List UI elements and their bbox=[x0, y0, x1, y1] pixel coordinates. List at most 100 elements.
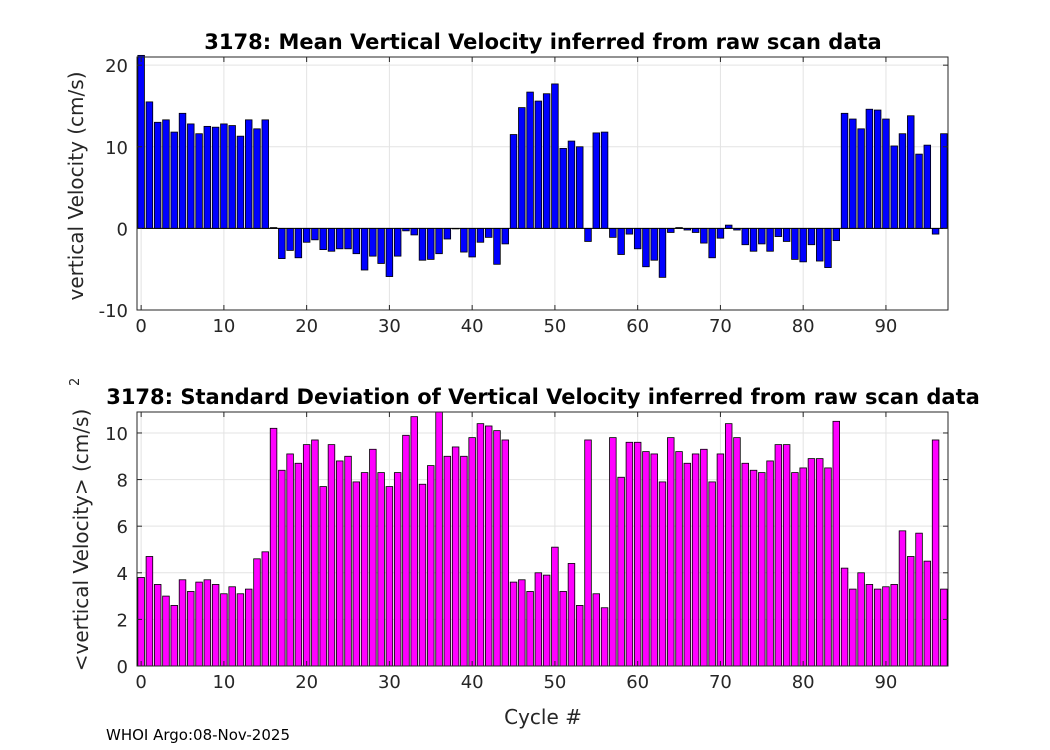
mean-bar bbox=[650, 227, 658, 261]
std-bar bbox=[203, 579, 212, 667]
std-bar bbox=[410, 416, 418, 667]
std-bar bbox=[882, 586, 890, 667]
mean-bar bbox=[377, 227, 385, 264]
mean-bar bbox=[501, 227, 509, 245]
std-bar bbox=[360, 472, 369, 667]
mean-bar bbox=[319, 227, 327, 251]
mean-bar bbox=[145, 101, 154, 229]
mean-bar bbox=[633, 227, 642, 250]
mean-x-tick-label: 90 bbox=[874, 316, 897, 337]
std-bar bbox=[278, 469, 286, 667]
mean-bar bbox=[873, 109, 882, 229]
std-bar bbox=[393, 472, 402, 667]
mean-x-tick-label: 40 bbox=[461, 316, 484, 337]
std-x-tick-label: 20 bbox=[295, 672, 318, 693]
std-bar bbox=[385, 486, 394, 667]
mean-bar bbox=[418, 227, 427, 261]
std-y-axis-label-group: <vertical Velocity> (cm/s) 2 bbox=[68, 378, 93, 672]
std-bar bbox=[898, 530, 907, 667]
mean-bar bbox=[551, 83, 559, 229]
std-bar bbox=[153, 584, 162, 667]
mean-bar bbox=[302, 227, 311, 243]
mean-bar bbox=[741, 227, 749, 246]
mean-bar bbox=[518, 107, 526, 229]
std-bar bbox=[716, 453, 725, 667]
std-y-axis-label: <vertical Velocity> (cm/s) bbox=[69, 409, 93, 672]
std-bar bbox=[302, 444, 311, 667]
mean-bar bbox=[840, 112, 849, 229]
mean-bars bbox=[137, 54, 948, 278]
mean-bar bbox=[923, 144, 932, 229]
std-bar bbox=[567, 563, 576, 667]
std-bar bbox=[493, 430, 501, 667]
mean-bar bbox=[700, 227, 708, 244]
mean-x-tick-label: 20 bbox=[295, 316, 318, 337]
std-bar bbox=[766, 460, 774, 667]
mean-bar bbox=[824, 227, 832, 268]
mean-bar bbox=[327, 227, 336, 252]
std-bar bbox=[286, 453, 294, 667]
mean-velocity-panel: 0 10 20 30 40 50 60 70 80 90 -10 0 10 20 3178: Mean V… bbox=[64, 30, 949, 337]
std-bar bbox=[650, 453, 658, 667]
mean-bar bbox=[245, 119, 253, 229]
mean-bar bbox=[344, 227, 352, 250]
std-y-tick-label: 0 bbox=[117, 657, 128, 678]
mean-bar bbox=[261, 119, 269, 229]
std-bar bbox=[708, 481, 716, 667]
mean-bar bbox=[311, 227, 319, 241]
mean-bar bbox=[617, 227, 625, 255]
std-bar bbox=[824, 467, 832, 667]
mean-bar bbox=[178, 112, 187, 229]
std-bar bbox=[170, 605, 178, 667]
std-bar bbox=[749, 469, 758, 667]
std-bar bbox=[733, 437, 741, 667]
mean-bar bbox=[584, 227, 592, 242]
mean-bar bbox=[476, 227, 485, 243]
mean-plot-area bbox=[137, 57, 948, 310]
mean-bar bbox=[898, 133, 907, 229]
mean-bar bbox=[716, 227, 725, 239]
std-bar bbox=[336, 460, 344, 667]
std-bar bbox=[576, 605, 584, 667]
mean-x-tick-label: 30 bbox=[378, 316, 401, 337]
mean-bar bbox=[791, 227, 799, 260]
std-bar bbox=[617, 476, 625, 667]
mean-bar bbox=[758, 227, 766, 245]
mean-bar bbox=[592, 132, 600, 229]
mean-bar bbox=[443, 227, 452, 240]
mean-bar bbox=[849, 118, 857, 229]
std-bar bbox=[849, 588, 857, 667]
std-bar bbox=[352, 481, 361, 667]
mean-bar bbox=[774, 227, 783, 237]
std-y-axis-label-superscript: 2 bbox=[68, 378, 83, 386]
mean-ticks: 0 10 20 30 40 50 60 70 80 90 -10 0 10 20 bbox=[99, 56, 948, 337]
std-bar bbox=[195, 581, 203, 667]
mean-bar bbox=[782, 227, 791, 242]
mean-bar bbox=[385, 227, 394, 277]
std-y-tick-label: 4 bbox=[117, 564, 128, 585]
mean-bar bbox=[940, 133, 948, 229]
std-bar bbox=[327, 444, 336, 667]
mean-bar bbox=[882, 118, 890, 229]
std-bar bbox=[625, 441, 634, 667]
std-bar bbox=[840, 567, 849, 667]
mean-bar bbox=[369, 227, 377, 257]
mean-y-tick-label: 0 bbox=[117, 219, 128, 240]
mean-bar bbox=[691, 227, 700, 233]
mean-y-tick-label: 10 bbox=[105, 138, 128, 159]
std-bar bbox=[799, 467, 807, 667]
mean-bar bbox=[195, 133, 203, 229]
std-x-tick-label: 90 bbox=[874, 672, 897, 693]
mean-bar bbox=[857, 128, 865, 229]
std-bar bbox=[236, 593, 245, 667]
std-bar bbox=[187, 591, 195, 667]
std-bar bbox=[807, 458, 816, 667]
mean-bar bbox=[336, 227, 344, 250]
std-y-tick-label: 6 bbox=[117, 517, 128, 538]
mean-bar bbox=[484, 227, 493, 238]
mean-bar bbox=[460, 227, 468, 253]
std-bar bbox=[534, 572, 543, 667]
std-bar bbox=[484, 425, 493, 667]
std-bar bbox=[518, 579, 526, 667]
